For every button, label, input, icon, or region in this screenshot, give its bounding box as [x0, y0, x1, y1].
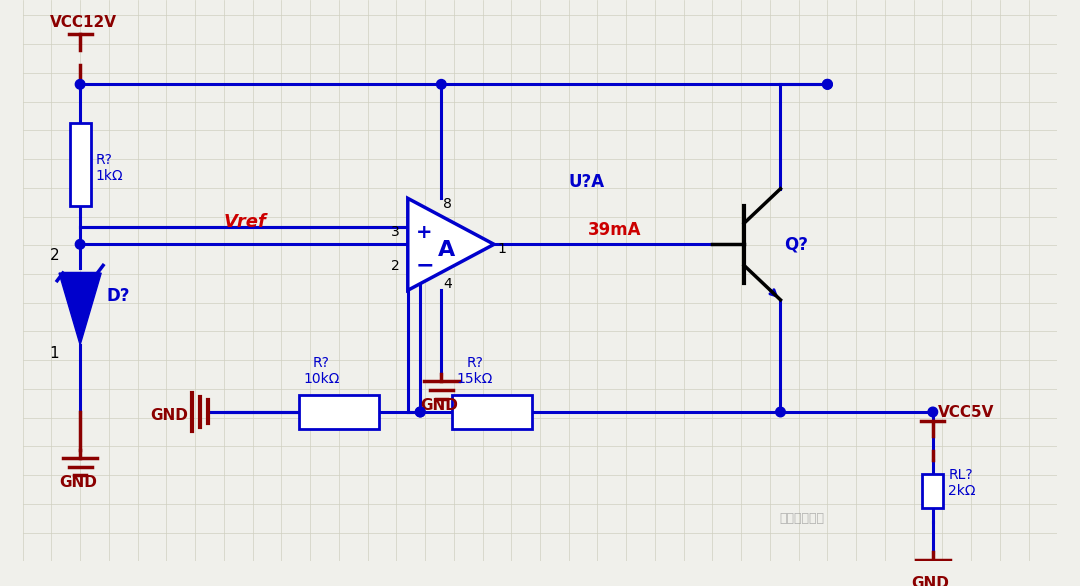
Circle shape: [416, 407, 426, 417]
Circle shape: [928, 407, 937, 417]
Circle shape: [76, 240, 85, 249]
Circle shape: [775, 407, 785, 417]
Text: 2: 2: [50, 248, 59, 263]
Text: GND: GND: [420, 398, 458, 413]
Text: 3: 3: [391, 225, 400, 239]
Text: VCC5V: VCC5V: [937, 405, 994, 420]
Text: Vref: Vref: [224, 213, 267, 231]
Text: A: A: [437, 240, 455, 260]
Text: 1: 1: [50, 346, 59, 362]
Polygon shape: [408, 198, 494, 290]
Text: R?
10kΩ: R? 10kΩ: [303, 356, 340, 386]
Text: 2: 2: [391, 260, 400, 273]
Text: R?
1kΩ: R? 1kΩ: [95, 152, 123, 183]
Text: D?: D?: [107, 287, 131, 305]
Text: RL?
2kΩ: RL? 2kΩ: [948, 468, 975, 499]
Text: 4: 4: [443, 277, 453, 291]
Polygon shape: [59, 273, 102, 345]
FancyBboxPatch shape: [69, 123, 91, 206]
Text: 1: 1: [498, 242, 507, 256]
Circle shape: [76, 80, 85, 89]
Circle shape: [436, 80, 446, 89]
Text: 39mA: 39mA: [588, 221, 642, 239]
Circle shape: [823, 80, 833, 89]
Text: GND: GND: [150, 408, 188, 423]
FancyBboxPatch shape: [298, 395, 379, 429]
Circle shape: [416, 407, 426, 417]
FancyBboxPatch shape: [451, 395, 532, 429]
Text: R?
15kΩ: R? 15kΩ: [457, 356, 494, 386]
Text: Q?: Q?: [784, 235, 808, 253]
FancyBboxPatch shape: [922, 474, 943, 508]
Circle shape: [823, 80, 833, 89]
Text: 花猫电子之家: 花猫电子之家: [780, 512, 824, 525]
Text: +: +: [416, 223, 432, 243]
Text: 8: 8: [443, 197, 453, 211]
Text: GND: GND: [59, 475, 97, 490]
Text: −: −: [416, 255, 434, 275]
Text: VCC12V: VCC12V: [50, 15, 117, 30]
Text: GND: GND: [912, 576, 949, 586]
Text: U?A: U?A: [569, 173, 605, 191]
